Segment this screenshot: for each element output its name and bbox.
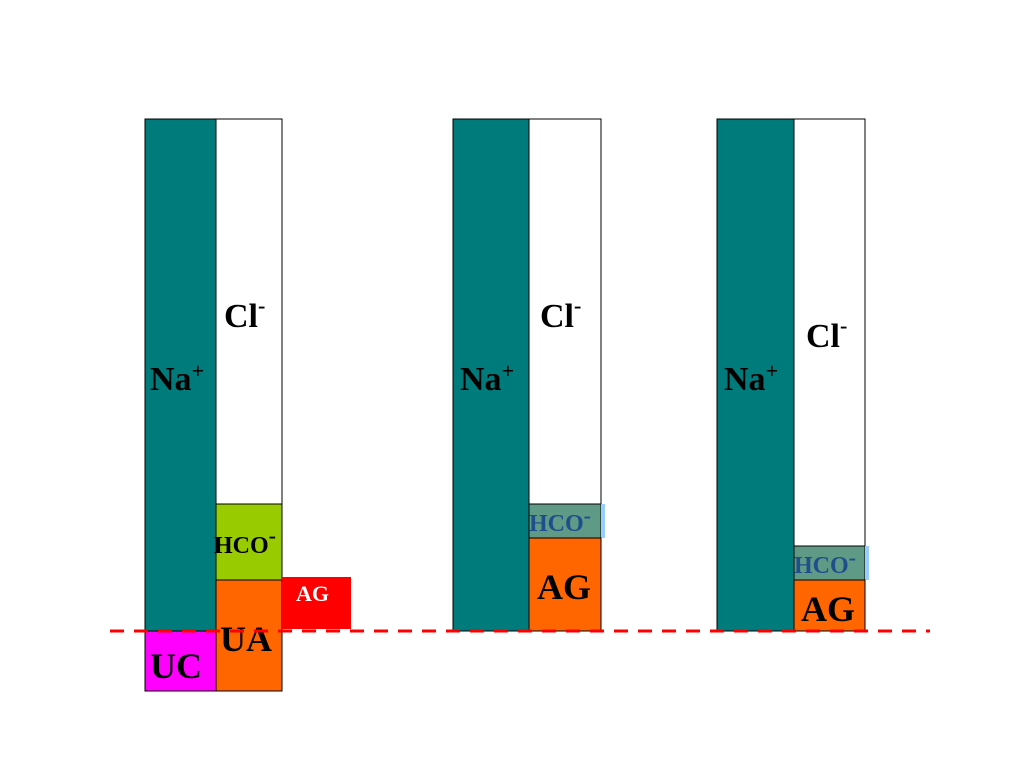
bicarbonate-label: HCO- <box>214 523 276 559</box>
anion-gap-label: AG <box>537 567 591 607</box>
ua-block <box>215 579 283 692</box>
bicarbonate-label: HCO- <box>529 503 591 537</box>
chloride-label: Cl- <box>224 293 265 335</box>
anion-gap-block <box>282 577 351 629</box>
column-2: Na+ Cl- HCO- AG <box>452 118 605 632</box>
chloride-label: Cl- <box>540 293 581 335</box>
sodium-label: Na+ <box>460 358 514 398</box>
ua-label: UA <box>220 619 272 659</box>
anion-gap-block <box>793 579 866 632</box>
bicarbonate-edge <box>601 504 605 538</box>
sodium-label: Na+ <box>150 358 204 398</box>
anion-gap-label: AG <box>296 581 329 606</box>
bicarbonate-block <box>215 503 283 581</box>
chloride-bar <box>793 118 866 547</box>
sodium-bar <box>144 118 217 632</box>
anion-gap-block <box>528 537 602 632</box>
column-3: Na+ Cl- HCO- AG <box>716 118 869 632</box>
sodium-bar <box>452 118 530 632</box>
chloride-bar <box>215 118 283 505</box>
sodium-label: Na+ <box>724 358 778 398</box>
anion-gap-label: AG <box>801 589 855 629</box>
bicarbonate-block <box>528 503 602 539</box>
column-1: Na+ Cl- HCO- UA AG UC <box>144 118 351 692</box>
bicarbonate-edge <box>865 546 869 580</box>
uc-label: UC <box>150 646 202 686</box>
uc-block <box>144 630 217 692</box>
chloride-label: Cl- <box>806 313 847 355</box>
chloride-bar <box>528 118 602 505</box>
bicarbonate-label: HCO- <box>794 545 856 579</box>
